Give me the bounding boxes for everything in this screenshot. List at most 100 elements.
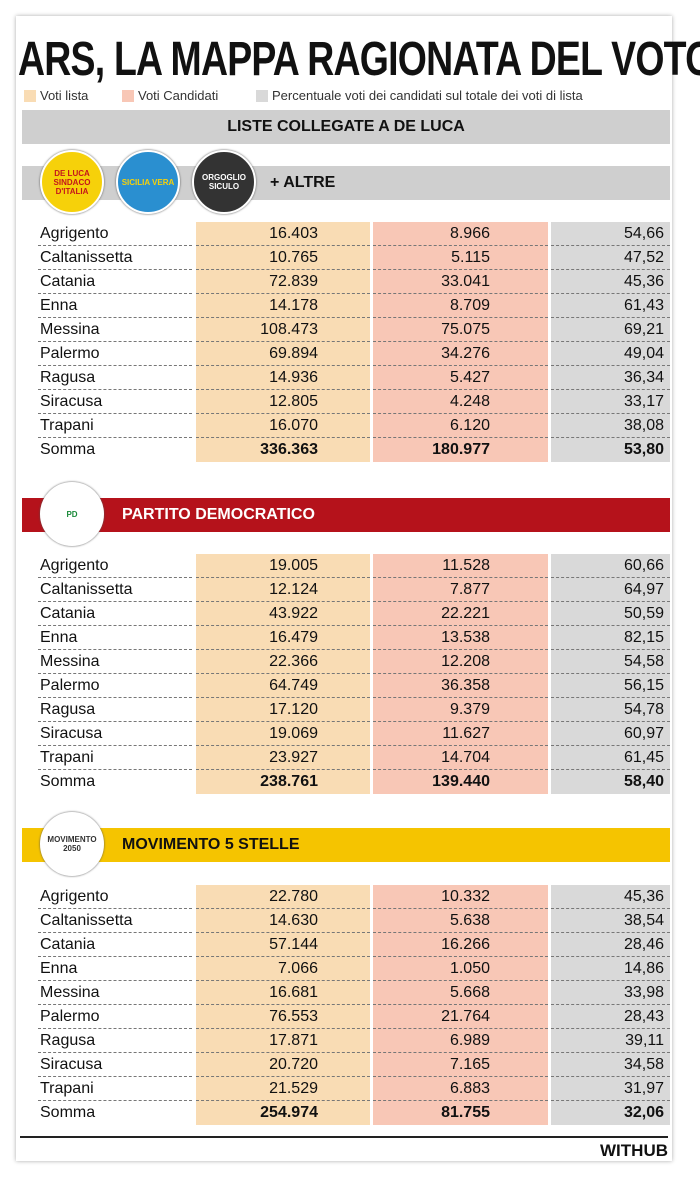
- table-value: 81.755: [373, 1101, 548, 1125]
- table-value: 33,98: [551, 981, 670, 1005]
- table-value: 36,34: [551, 366, 670, 390]
- group-bar: LISTE COLLEGATE A DE LUCA: [22, 110, 670, 144]
- table-value: 22.780: [196, 885, 370, 909]
- section-bar: [22, 498, 670, 532]
- table-value: 21.529: [196, 1077, 370, 1101]
- row-label: Agrigento: [38, 222, 192, 246]
- table-value: 64.749: [196, 674, 370, 698]
- table-value: 12.208: [373, 650, 548, 674]
- row-label: Catania: [38, 270, 192, 294]
- table-value: 8.709: [373, 294, 548, 318]
- legend-item: Voti Candidati: [122, 88, 218, 103]
- table-value: 57.144: [196, 933, 370, 957]
- table-value: 11.528: [373, 554, 548, 578]
- row-label: Caltanissetta: [38, 578, 192, 602]
- section-title: MOVIMENTO 5 STELLE: [122, 836, 300, 853]
- table-value: 38,54: [551, 909, 670, 933]
- title: ARS, LA MAPPA RAGIONATA DEL VOTO: [18, 33, 700, 86]
- table-value: 5.668: [373, 981, 548, 1005]
- row-label: Somma: [40, 441, 96, 458]
- legend-item: Percentuale voti dei candidati sul total…: [256, 88, 583, 103]
- section-title: + ALTRE: [270, 174, 336, 191]
- table-value: 50,59: [551, 602, 670, 626]
- legend-label: Voti Candidati: [138, 88, 219, 103]
- table-value: 34.276: [373, 342, 548, 366]
- table-value: 10.765: [196, 246, 370, 270]
- row-label: Ragusa: [38, 1029, 192, 1053]
- table-value: 33,17: [551, 390, 670, 414]
- row-label: Ragusa: [38, 366, 192, 390]
- table-value: 6.120: [373, 414, 548, 438]
- table-value: 54,66: [551, 222, 670, 246]
- row-label: Siracusa: [38, 390, 192, 414]
- table-value: 14.704: [373, 746, 548, 770]
- table-value: 39,11: [551, 1029, 670, 1053]
- table-value: 58,40: [551, 770, 670, 794]
- row-label: Caltanissetta: [38, 909, 192, 933]
- table-value: 9.379: [373, 698, 548, 722]
- row-label: Somma: [40, 1104, 96, 1121]
- table-value: 5.427: [373, 366, 548, 390]
- table-value: 10.332: [373, 885, 548, 909]
- row-label: Siracusa: [38, 1053, 192, 1077]
- table-value: 54,58: [551, 650, 670, 674]
- footer-rule: [20, 1136, 668, 1138]
- table-value: 28,46: [551, 933, 670, 957]
- table-value: 17.871: [196, 1029, 370, 1053]
- row-label: Agrigento: [38, 554, 192, 578]
- row-label: Caltanissetta: [38, 246, 192, 270]
- row-label: Siracusa: [38, 722, 192, 746]
- table-value: 49,04: [551, 342, 670, 366]
- logo: SICILIA VERA: [116, 150, 180, 214]
- logo: PD: [40, 482, 104, 546]
- table-value: 22.366: [196, 650, 370, 674]
- table-value: 14.178: [196, 294, 370, 318]
- table-value: 7.877: [373, 578, 548, 602]
- table-value: 19.069: [196, 722, 370, 746]
- group-title: LISTE COLLEGATE A DE LUCA: [227, 118, 465, 135]
- row-label: Enna: [38, 957, 192, 981]
- row-label: Enna: [38, 294, 192, 318]
- row-label: Enna: [38, 626, 192, 650]
- table-value: 7.066: [196, 957, 370, 981]
- table-value: 31,97: [551, 1077, 670, 1101]
- section-bar: [22, 828, 670, 862]
- row-label: Palermo: [38, 674, 192, 698]
- table-value: 47,52: [551, 246, 670, 270]
- table-value: 76.553: [196, 1005, 370, 1029]
- table-value: 16.403: [196, 222, 370, 246]
- row-label: Trapani: [38, 414, 192, 438]
- logo: DE LUCA SINDACO D'ITALIA: [40, 150, 104, 214]
- table-value: 21.764: [373, 1005, 548, 1029]
- legend-label: Voti lista: [40, 88, 89, 103]
- table-value: 75.075: [373, 318, 548, 342]
- table-value: 12.805: [196, 390, 370, 414]
- table-value: 4.248: [373, 390, 548, 414]
- brand: WITHUB: [600, 1141, 668, 1160]
- table-value: 14.630: [196, 909, 370, 933]
- row-label: Messina: [38, 318, 192, 342]
- table-value: 61,45: [551, 746, 670, 770]
- table-value: 28,43: [551, 1005, 670, 1029]
- card: ARS, LA MAPPA RAGIONATA DEL VOTO Voti li…: [16, 16, 700, 1161]
- table-value: 82,15: [551, 626, 670, 650]
- table-value: 6.883: [373, 1077, 548, 1101]
- table-value: 17.120: [196, 698, 370, 722]
- table-value: 16.479: [196, 626, 370, 650]
- table-value: 254.974: [196, 1101, 370, 1125]
- table-value: 20.720: [196, 1053, 370, 1077]
- table-value: 69.894: [196, 342, 370, 366]
- table-value: 72.839: [196, 270, 370, 294]
- table-value: 1.050: [373, 957, 548, 981]
- table-value: 23.927: [196, 746, 370, 770]
- table-value: 14,86: [551, 957, 670, 981]
- table-value: 12.124: [196, 578, 370, 602]
- table-value: 5.115: [373, 246, 548, 270]
- table-value: 139.440: [373, 770, 548, 794]
- table-value: 60,66: [551, 554, 670, 578]
- row-label: Catania: [38, 602, 192, 626]
- row-label: Somma: [40, 773, 96, 790]
- row-label: Palermo: [38, 1005, 192, 1029]
- row-label: Palermo: [38, 342, 192, 366]
